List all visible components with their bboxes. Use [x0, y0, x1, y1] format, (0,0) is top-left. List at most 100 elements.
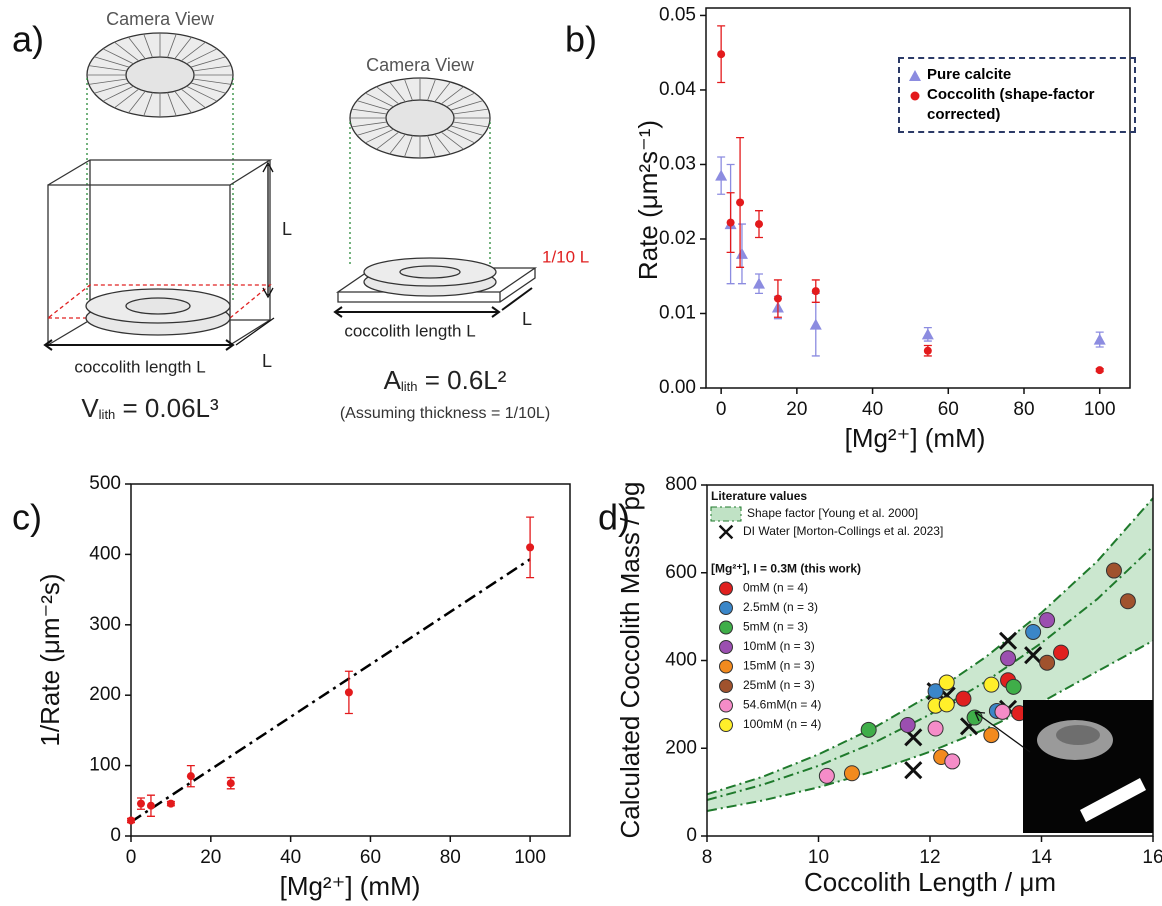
point [994, 703, 1011, 720]
point [226, 779, 235, 788]
fit-line [130, 558, 531, 823]
axes-frame [130, 483, 571, 837]
x-tick-label: 60 [360, 847, 381, 868]
point [755, 220, 763, 229]
point [938, 674, 955, 691]
legend-marker [719, 659, 733, 674]
point [923, 346, 932, 355]
scale-bar [1080, 778, 1146, 822]
point [1039, 654, 1056, 671]
x-tick-label: 40 [862, 399, 883, 420]
x-tick-label: 12 [919, 847, 940, 868]
arrow [43, 339, 235, 351]
panel-label: b) [565, 19, 597, 60]
point [904, 761, 923, 780]
y-tick-label: 300 [89, 614, 121, 635]
equation: = 0.06L³ [115, 393, 219, 423]
legend-text: Coccolith (shape-factor corrected) [927, 86, 1095, 123]
legend-marker [719, 601, 733, 615]
y-tick-label: 0.02 [659, 228, 696, 249]
thickness-label: 1/10 L [542, 247, 589, 266]
panel-a: a) Camera View Camera View L L coccolith… [12, 9, 589, 423]
legend: Pure calcite Coccolith (shape-factor corr… [898, 57, 1136, 133]
point [735, 247, 748, 259]
y-tick-label: 100 [89, 755, 121, 776]
symbol: A [384, 365, 402, 395]
camera-label: Camera View [366, 55, 475, 75]
point [526, 543, 535, 552]
y-tick-label: 0.03 [659, 153, 696, 174]
point [818, 767, 835, 784]
dim-label: L [282, 219, 292, 239]
dim-label: L [522, 309, 532, 329]
x-tick-label: 80 [1013, 399, 1034, 420]
disk-inner [125, 297, 191, 315]
x-tick-label: 0 [716, 399, 727, 420]
x-tick-label: 60 [938, 399, 959, 420]
legend-marker [718, 524, 734, 540]
x-tick-label: 80 [440, 847, 461, 868]
equation: = 0.6L² [418, 365, 507, 395]
camera-disk-inner [385, 99, 455, 137]
y-tick-label: 400 [665, 650, 697, 671]
y-tick-label: 0 [686, 825, 697, 846]
panel-label: d) [598, 497, 630, 538]
point [899, 716, 916, 733]
legend-marker [719, 640, 733, 654]
disk-spokes [350, 78, 490, 158]
panel-label: a) [12, 19, 44, 60]
area-eq: Alith = 0.6L² [384, 365, 507, 395]
legend-text: 5mM (n = 3) [743, 620, 808, 634]
legend-text: 0mM (n = 4) [743, 581, 808, 595]
point [860, 721, 877, 738]
x-axis-label: [Mg²⁺] (mM) [280, 871, 421, 901]
y-tick-label: 600 [665, 562, 697, 583]
y-tick-label: 0.00 [659, 377, 696, 398]
panel-label: c) [12, 497, 42, 538]
x-tick-label: 40 [280, 847, 301, 868]
disk-inner [399, 265, 461, 279]
point [344, 688, 353, 697]
point [726, 218, 735, 227]
x-tick-label: 16 [1142, 847, 1162, 868]
point [1039, 612, 1056, 629]
arrow [262, 161, 274, 299]
point [1025, 623, 1042, 640]
legend-text: DI Water [Morton-Collings et al. 2023] [743, 524, 943, 538]
legend-text: 10mM (n = 3) [743, 639, 815, 653]
legend-text: Shape factor [Young et al. 2000] [747, 506, 918, 520]
y-tick-label: 200 [89, 684, 121, 705]
point [753, 277, 765, 289]
symbol: V [81, 393, 99, 423]
arrow [333, 306, 501, 318]
legend-marker [719, 718, 733, 732]
legend-text: 100mM (n = 4) [743, 717, 821, 731]
legend-text: [Mg²⁺], I = 0.3M (this work) [711, 562, 861, 576]
dim-label: L [262, 351, 272, 371]
point [1095, 366, 1104, 375]
point [166, 799, 175, 808]
axes-frame [705, 7, 1131, 389]
x-tick-label: 8 [702, 847, 713, 868]
x-axis-label: [Mg²⁺] (mM) [845, 423, 986, 453]
y-tick-label: 200 [665, 737, 697, 758]
point [1005, 678, 1022, 695]
legend-entry: Pure calcite [908, 65, 1130, 85]
y-axis-label: Rate (μm²s⁻¹) [633, 120, 663, 280]
x-tick-label: 20 [200, 847, 221, 868]
point [1093, 333, 1106, 345]
y-tick-label: 0 [110, 825, 121, 846]
subscript: lith [99, 407, 116, 422]
legend-marker-shape [910, 91, 920, 101]
legend: Literature values Shape factor [Young et … [710, 489, 943, 732]
y-tick-label: 0.01 [659, 303, 696, 324]
point [1105, 562, 1122, 579]
legend-text: Literature values [711, 489, 807, 503]
arrow [235, 317, 275, 346]
x-tick-label: 100 [1084, 399, 1116, 420]
x-tick-label: 20 [786, 399, 807, 420]
y-tick-label: 0.04 [659, 79, 696, 100]
legend-marker [719, 679, 733, 693]
projection-lines [86, 78, 491, 300]
point [955, 690, 972, 707]
